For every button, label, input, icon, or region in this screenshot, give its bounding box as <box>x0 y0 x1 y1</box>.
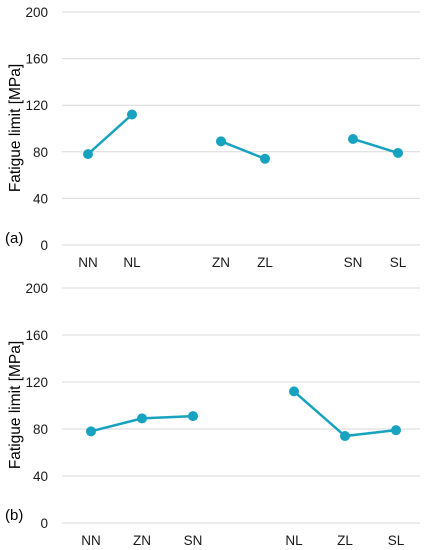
y-tick-label: 40 <box>33 469 48 484</box>
data-point <box>393 147 403 158</box>
series-line <box>220 140 266 160</box>
panel-label: (b) <box>5 507 23 524</box>
y-tick-label: 200 <box>25 5 48 20</box>
data-point <box>391 425 401 436</box>
x-tick-label: ZL <box>257 255 273 270</box>
y-tick-label: 0 <box>40 238 48 253</box>
data-point <box>127 109 137 120</box>
x-tick-label: SL <box>388 533 405 548</box>
x-tick-label: SL <box>390 255 407 270</box>
x-tick-label: NN <box>78 255 98 270</box>
data-point <box>188 411 198 422</box>
y-tick-label: 40 <box>33 191 48 206</box>
y-tick-label: 80 <box>33 422 48 437</box>
chart-panel-a: 0 40 80 120 160 200 NN NL ZN ZL SN SL Fatigue limit … <box>5 5 420 270</box>
data-point <box>260 153 270 164</box>
data-point <box>348 133 358 144</box>
x-tick-label: ZN <box>212 255 230 270</box>
y-tick-label: 200 <box>25 281 48 296</box>
x-tick-label: NN <box>81 533 101 548</box>
x-tick-label: ZN <box>133 533 151 548</box>
y-axis-label: Fatigue limit [MPa] <box>7 341 24 469</box>
y-tick-label: 0 <box>40 516 48 531</box>
x-tick-label: NL <box>123 255 141 270</box>
y-tick-label: 120 <box>25 375 48 390</box>
data-point <box>86 426 96 437</box>
series-line <box>87 113 133 156</box>
data-point <box>289 386 299 397</box>
series-line <box>352 137 399 155</box>
data-point <box>137 413 147 424</box>
data-point <box>216 136 226 147</box>
data-point <box>340 431 350 442</box>
panel-label: (a) <box>5 230 23 247</box>
y-tick-label: 160 <box>25 328 48 343</box>
x-tick-label: SN <box>184 533 203 548</box>
x-tick-label: SN <box>344 255 363 270</box>
data-point <box>83 149 93 160</box>
y-tick-label: 160 <box>25 52 48 67</box>
y-axis-label: Fatigue limit [MPa] <box>7 64 24 192</box>
x-tick-label: ZL <box>337 533 353 548</box>
y-tick-label: 80 <box>33 145 48 160</box>
x-tick-label: NL <box>285 533 303 548</box>
chart-panel-b: 0 40 80 120 160 200 NN ZN SN NL ZL SL Fatigue limit … <box>5 281 420 548</box>
y-tick-label: 120 <box>25 98 48 113</box>
